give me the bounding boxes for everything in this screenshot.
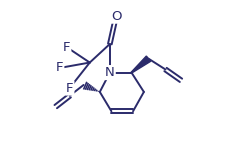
Text: F: F — [63, 41, 70, 54]
Polygon shape — [131, 56, 151, 73]
Text: N: N — [105, 66, 115, 79]
Text: O: O — [111, 10, 121, 23]
Text: F: F — [66, 82, 73, 95]
Text: F: F — [56, 61, 63, 74]
